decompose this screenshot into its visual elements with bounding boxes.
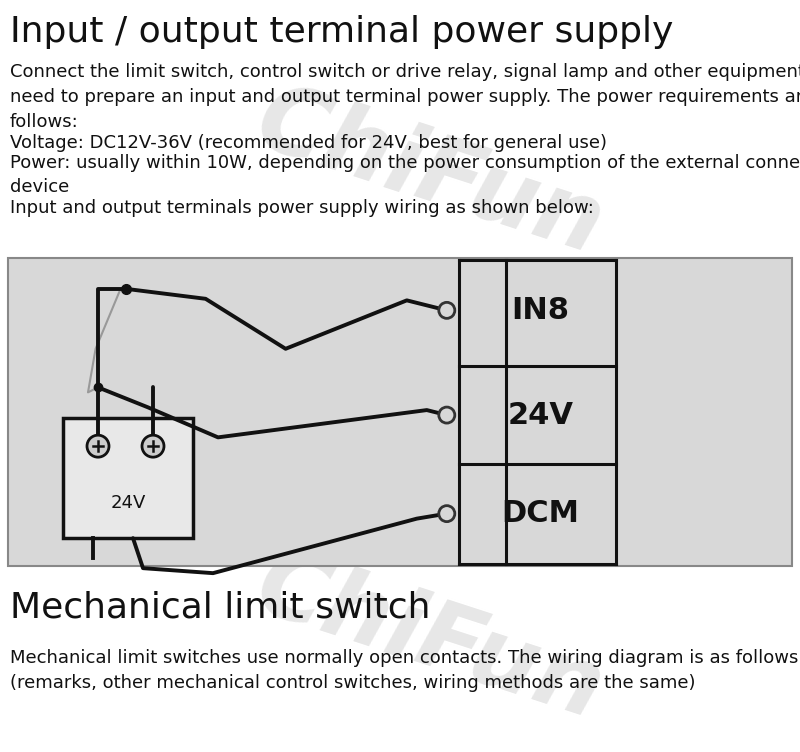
Text: ChiFun: ChiFun xyxy=(245,76,615,274)
Text: Mechanical limit switches use normally open contacts. The wiring diagram is as f: Mechanical limit switches use normally o… xyxy=(10,649,800,667)
Text: follows:: follows: xyxy=(10,113,78,131)
Text: Mechanical limit switch: Mechanical limit switch xyxy=(10,591,430,625)
Text: 24V: 24V xyxy=(110,494,146,512)
Text: Voltage: DC12V-36V (recommended for 24V, best for general use): Voltage: DC12V-36V (recommended for 24V,… xyxy=(10,134,607,152)
Bar xyxy=(63,418,193,538)
Text: device: device xyxy=(10,178,70,196)
Text: 24V: 24V xyxy=(507,401,574,429)
Text: need to prepare an input and output terminal power supply. The power requirement: need to prepare an input and output term… xyxy=(10,88,800,106)
Circle shape xyxy=(142,435,164,457)
Circle shape xyxy=(87,435,109,457)
Text: (remarks, other mechanical control switches, wiring methods are the same): (remarks, other mechanical control switc… xyxy=(10,674,695,692)
Text: Power: usually within 10W, depending on the power consumption of the external co: Power: usually within 10W, depending on … xyxy=(10,154,800,172)
Bar xyxy=(8,258,792,566)
Text: IN8: IN8 xyxy=(511,296,570,325)
Circle shape xyxy=(438,407,454,423)
Text: DCM: DCM xyxy=(502,499,579,528)
Text: Input and output terminals power supply wiring as shown below:: Input and output terminals power supply … xyxy=(10,199,594,217)
Text: Connect the limit switch, control switch or drive relay, signal lamp and other e: Connect the limit switch, control switch… xyxy=(10,63,800,81)
Text: Input / output terminal power supply: Input / output terminal power supply xyxy=(10,15,674,49)
Circle shape xyxy=(438,505,454,522)
Circle shape xyxy=(438,302,454,318)
Text: ChiFun: ChiFun xyxy=(245,541,615,739)
